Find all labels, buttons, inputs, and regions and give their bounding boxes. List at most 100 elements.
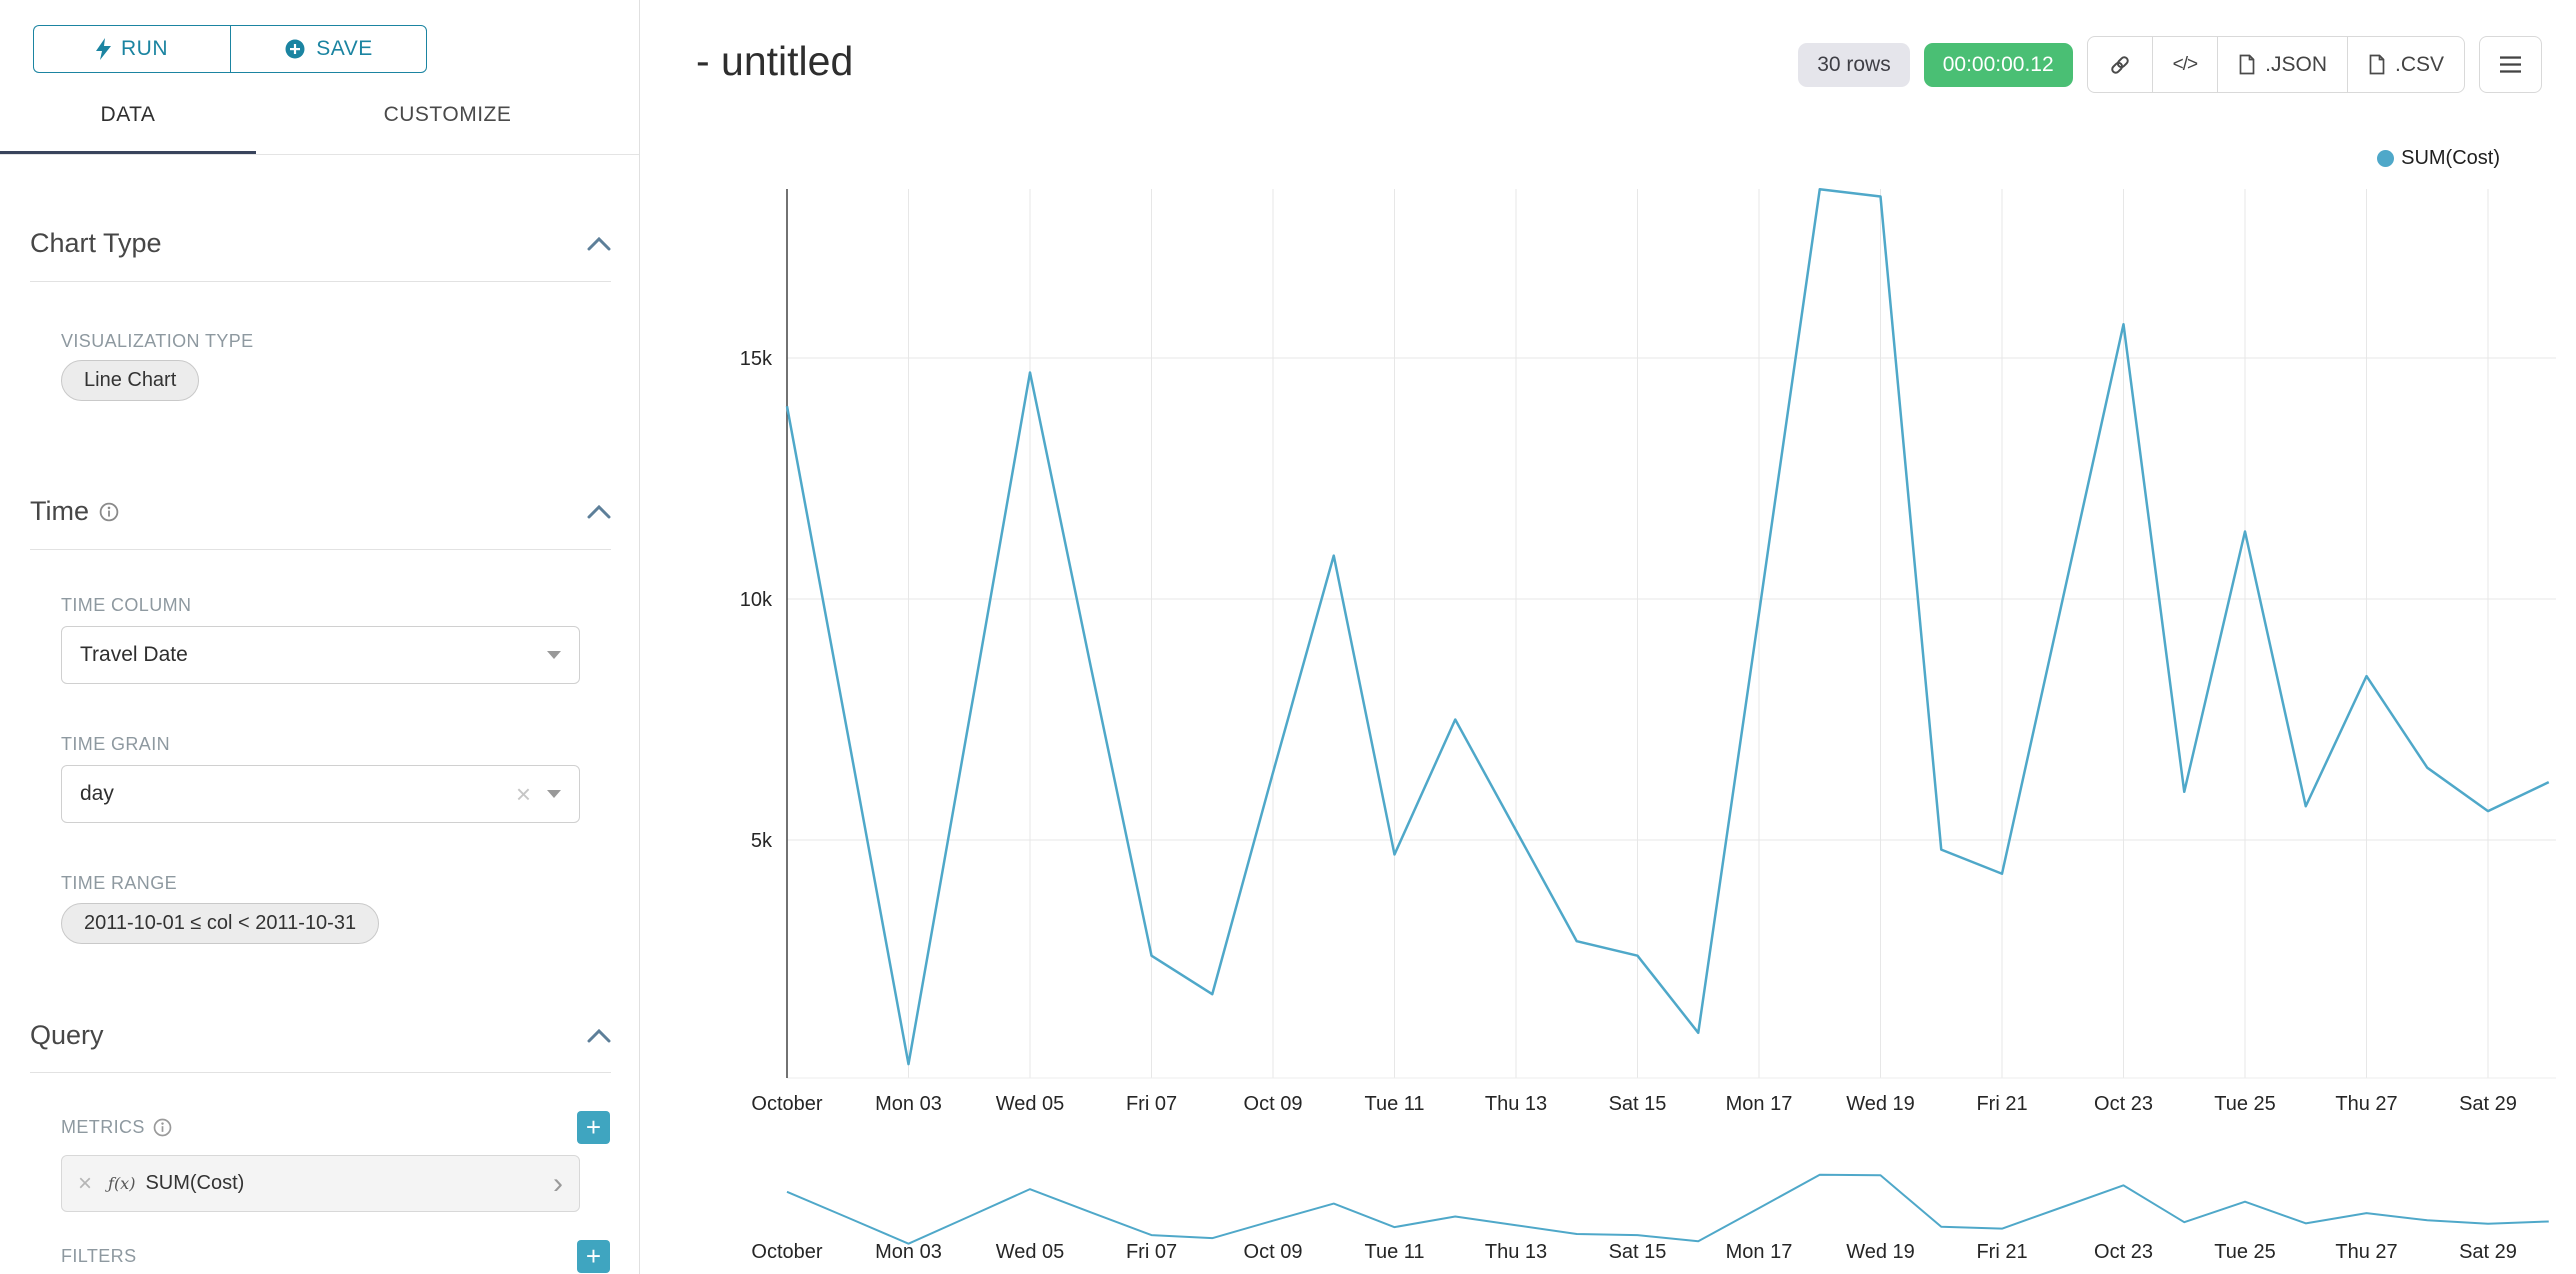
- divider: [30, 281, 611, 282]
- time-column-value: Travel Date: [80, 643, 188, 666]
- svg-text:Mon 03: Mon 03: [875, 1241, 942, 1263]
- add-metric-button[interactable]: +: [577, 1111, 610, 1144]
- chart-area: October October Mon 03 Mon 03 Wed 05 Wed 05 Fr…: [640, 0, 2576, 1274]
- svg-text:Sat 15: Sat 15: [1609, 1093, 1667, 1115]
- time-range-pill[interactable]: 2011-10-01 ≤ col < 2011-10-31: [61, 903, 380, 944]
- time-range-value: 2011-10-01 ≤ col < 2011-10-31: [84, 912, 357, 934]
- svg-text:Thu 27: Thu 27: [2335, 1241, 2397, 1263]
- run-save-group: RUN SAVE: [33, 25, 427, 73]
- row-count-badge: 30 rows: [1798, 42, 1910, 87]
- control-panel: RUN SAVE DATA CUSTOMIZE Chart Type: [0, 0, 640, 1274]
- section-title: Chart Type: [30, 228, 162, 258]
- chevron-up-icon[interactable]: [587, 1028, 611, 1043]
- svg-text:Wed 19: Wed 19: [1846, 1093, 1915, 1115]
- svg-text:Tue 25: Tue 25: [2214, 1241, 2276, 1263]
- divider: [30, 549, 611, 550]
- code-icon: </>: [2172, 53, 2199, 75]
- run-button[interactable]: RUN: [33, 25, 230, 73]
- time-range-label: TIME RANGE: [61, 873, 178, 893]
- line-chart[interactable]: October October Mon 03 Mon 03 Wed 05 Wed 05 Fr…: [640, 0, 2575, 1274]
- export-json-button[interactable]: .JSON: [2217, 36, 2348, 93]
- chevron-up-icon[interactable]: [587, 236, 611, 251]
- add-filter-button[interactable]: +: [577, 1240, 610, 1273]
- metric-item[interactable]: × ƒ(x) SUM(Cost) ›: [61, 1155, 580, 1212]
- section-chart-type-header: Chart Type: [30, 228, 611, 259]
- embed-code-button[interactable]: </>: [2151, 36, 2219, 93]
- svg-text:Sat 29: Sat 29: [2459, 1241, 2517, 1263]
- save-button[interactable]: SAVE: [230, 25, 427, 73]
- header-actions: 30 rows 00:00:00.12 </>: [1798, 36, 2542, 93]
- time-grain-value: day: [80, 782, 114, 805]
- svg-text:10k: 10k: [740, 589, 773, 611]
- svg-text:Oct 09: Oct 09: [1244, 1093, 1303, 1115]
- metrics-label-wrap: METRICS: [61, 1117, 172, 1138]
- section-title: Time: [30, 496, 89, 526]
- share-link-button[interactable]: [2086, 36, 2153, 93]
- plus-circle-icon: [285, 39, 305, 59]
- section-query-header: Query: [30, 1020, 611, 1051]
- svg-text:Fri 07: Fri 07: [1126, 1093, 1177, 1115]
- metric-value: SUM(Cost): [145, 1172, 245, 1194]
- save-button-label: SAVE: [316, 37, 373, 60]
- info-icon: [153, 1118, 172, 1137]
- section-title: Query: [30, 1020, 104, 1050]
- tab-data[interactable]: DATA: [100, 103, 156, 126]
- svg-text:Thu 27: Thu 27: [2335, 1093, 2397, 1115]
- svg-text:Oct 23: Oct 23: [2094, 1241, 2153, 1263]
- svg-text:Mon 17: Mon 17: [1726, 1241, 1793, 1263]
- link-icon: [2110, 55, 2129, 74]
- svg-text:Wed 05: Wed 05: [996, 1241, 1065, 1263]
- run-button-label: RUN: [121, 37, 168, 60]
- bolt-icon: [96, 38, 111, 60]
- file-icon: [2239, 54, 2255, 75]
- chevron-down-icon: [547, 651, 561, 659]
- file-icon: [2369, 54, 2385, 75]
- export-csv-button[interactable]: .CSV: [2346, 36, 2465, 93]
- chart-legend[interactable]: SUM(Cost): [2377, 147, 2500, 170]
- metrics-label: METRICS: [61, 1117, 145, 1137]
- svg-text:October: October: [751, 1093, 822, 1115]
- query-timer-badge: 00:00:00.12: [1923, 42, 2073, 87]
- active-tab-indicator: [0, 151, 256, 155]
- export-json-label: .JSON: [2265, 52, 2327, 76]
- svg-text:5k: 5k: [751, 830, 773, 852]
- svg-text:Mon 17: Mon 17: [1726, 1093, 1793, 1115]
- svg-text:Oct 09: Oct 09: [1244, 1241, 1303, 1263]
- svg-text:Oct 23: Oct 23: [2094, 1093, 2153, 1115]
- time-column-label: TIME COLUMN: [61, 595, 192, 615]
- remove-metric-icon[interactable]: ×: [78, 1169, 93, 1197]
- visualization-type-value: Line Chart: [84, 369, 177, 391]
- svg-text:Thu 13: Thu 13: [1485, 1241, 1547, 1263]
- chevron-up-icon[interactable]: [587, 504, 611, 519]
- time-grain-select[interactable]: day ×: [61, 765, 580, 823]
- divider: [0, 154, 639, 155]
- svg-text:Fri 21: Fri 21: [1976, 1241, 2027, 1263]
- svg-text:Wed 19: Wed 19: [1846, 1241, 1915, 1263]
- info-icon: [99, 502, 119, 521]
- export-csv-label: .CSV: [2394, 52, 2444, 76]
- visualization-type-label: VISUALIZATION TYPE: [61, 331, 254, 351]
- time-grain-label: TIME GRAIN: [61, 734, 171, 754]
- svg-text:15k: 15k: [740, 348, 773, 370]
- filters-row: FILTERS +: [61, 1240, 610, 1273]
- visualization-type-pill[interactable]: Line Chart: [61, 360, 200, 401]
- svg-text:Thu 13: Thu 13: [1485, 1093, 1547, 1115]
- section-time-header: Time: [30, 496, 611, 527]
- svg-text:Tue 25: Tue 25: [2214, 1093, 2276, 1115]
- filters-label: FILTERS: [61, 1246, 137, 1266]
- chevron-right-icon: ›: [553, 1166, 563, 1200]
- divider: [30, 1072, 611, 1073]
- svg-text:Tue 11: Tue 11: [1364, 1093, 1424, 1115]
- legend-series-label: SUM(Cost): [2401, 147, 2500, 169]
- svg-text:Mon 03: Mon 03: [875, 1093, 942, 1115]
- menu-button[interactable]: [2479, 36, 2542, 93]
- time-column-select[interactable]: Travel Date: [61, 626, 580, 684]
- function-icon: ƒ(x): [108, 1174, 136, 1193]
- clear-icon[interactable]: ×: [515, 779, 531, 809]
- hamburger-icon: [2500, 55, 2521, 73]
- tab-customize[interactable]: CUSTOMIZE: [383, 103, 512, 126]
- panel-tabs: DATA CUSTOMIZE: [0, 103, 639, 127]
- svg-text:Sat 15: Sat 15: [1609, 1241, 1667, 1263]
- svg-text:October: October: [751, 1241, 822, 1263]
